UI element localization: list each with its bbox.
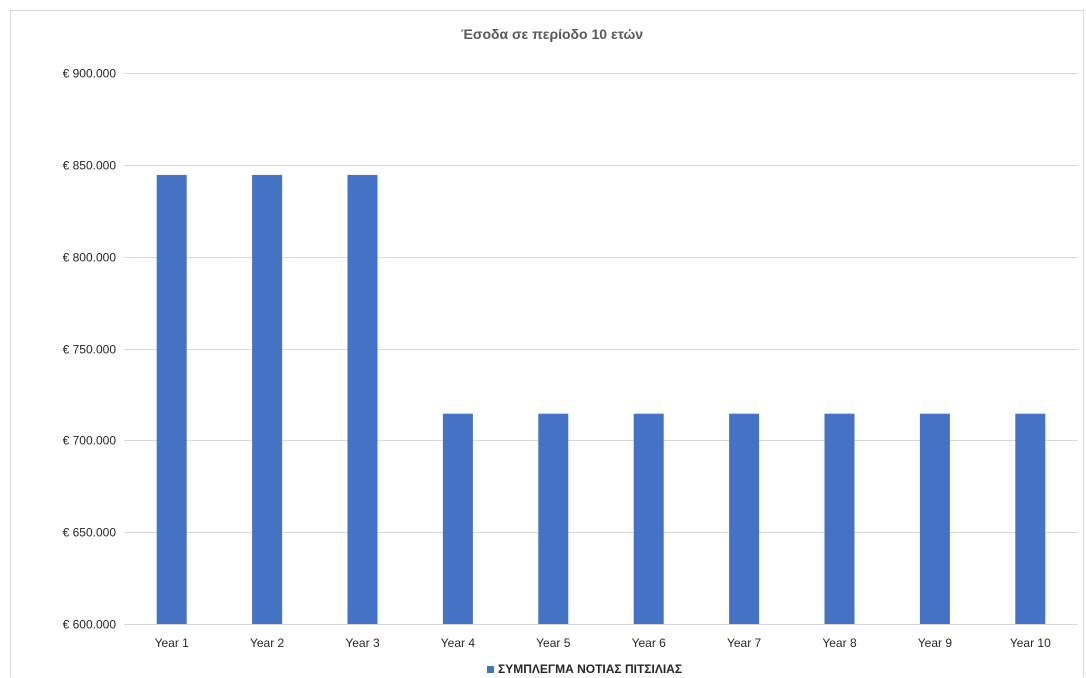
legend-label: ΣΥΜΠΛΕΓΜΑ ΝΟΤΙΑΣ ΠΙΤΣΙΛΙΑΣ	[498, 662, 682, 676]
bar	[729, 413, 760, 624]
x-tick-label: Year 7	[727, 636, 762, 650]
legend-swatch	[487, 666, 494, 673]
bar	[919, 413, 950, 624]
bar	[156, 174, 187, 624]
x-tick-label: Year 10	[1010, 636, 1051, 650]
x-tick-label: Year 2	[250, 636, 285, 650]
x-axis-ticks: Year 1 Year 2 Year 3 Year 4 Year 5 Year 6 Year…	[155, 636, 1052, 650]
x-tick-label: Year 4	[441, 636, 476, 650]
bar	[442, 413, 473, 624]
x-tick-label: Year 1	[155, 636, 190, 650]
y-tick-label: € 600.000	[63, 618, 117, 632]
bar-chart: Έσοδα σε περίοδο 10 ετών € 600.000 € 650.…	[63, 26, 1078, 676]
bar	[252, 174, 283, 624]
y-tick-label: € 850.000	[63, 159, 117, 173]
x-tick-label: Year 6	[632, 636, 667, 650]
bar	[824, 413, 855, 624]
y-tick-label: € 650.000	[63, 526, 117, 540]
x-tick-label: Year 8	[822, 636, 857, 650]
gridlines	[124, 73, 1078, 625]
x-tick-label: Year 9	[918, 636, 953, 650]
y-tick-label: € 750.000	[63, 343, 117, 357]
bars	[156, 174, 1046, 624]
legend: ΣΥΜΠΛΕΓΜΑ ΝΟΤΙΑΣ ΠΙΤΣΙΛΙΑΣ	[487, 662, 682, 676]
bar	[633, 413, 664, 624]
bar	[1015, 413, 1046, 624]
chart-title: Έσοδα σε περίοδο 10 ετών	[461, 26, 643, 42]
bar	[347, 174, 378, 624]
chart-container: Έσοδα σε περίοδο 10 ετών € 600.000 € 650.…	[10, 10, 1084, 677]
x-tick-label: Year 3	[345, 636, 380, 650]
y-tick-label: € 800.000	[63, 251, 117, 265]
y-tick-label: € 700.000	[63, 434, 117, 448]
x-tick-label: Year 5	[536, 636, 571, 650]
y-tick-label: € 900.000	[63, 67, 117, 81]
y-axis-ticks: € 600.000 € 650.000 € 700.000 € 750.000 € 80…	[63, 67, 117, 632]
bar	[538, 413, 569, 624]
